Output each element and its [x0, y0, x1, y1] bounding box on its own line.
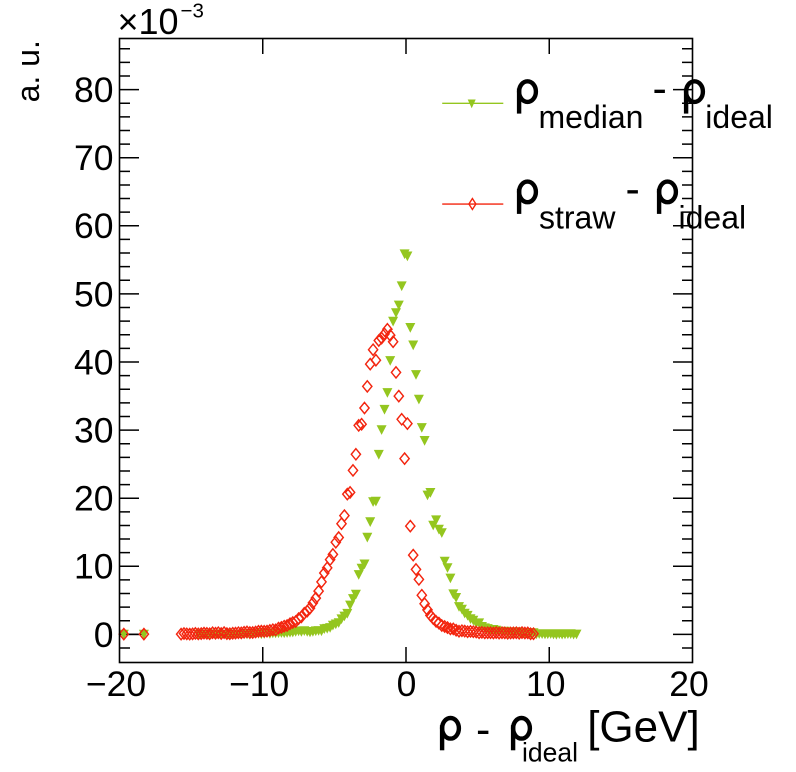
svg-text:−3: −3 [181, 0, 204, 22]
svg-text:-: - [626, 165, 640, 213]
svg-text:median: median [539, 99, 644, 135]
svg-text:70: 70 [74, 138, 114, 178]
svg-text:80: 80 [74, 70, 114, 110]
svg-text:straw: straw [539, 200, 616, 236]
svg-text:−20: −20 [86, 664, 146, 704]
svg-text:−10: −10 [229, 664, 289, 704]
svg-text:[GeV]: [GeV] [587, 702, 700, 751]
svg-text:50: 50 [74, 274, 114, 314]
svg-text:10: 10 [526, 664, 566, 704]
svg-text:60: 60 [74, 206, 114, 246]
svg-text:20: 20 [74, 479, 114, 519]
svg-text:20: 20 [669, 664, 709, 704]
svg-text:40: 40 [74, 342, 114, 382]
svg-text:a. u.: a. u. [10, 40, 46, 102]
svg-text:-: - [476, 706, 490, 754]
svg-text:10: 10 [74, 547, 114, 587]
svg-text:0: 0 [94, 615, 114, 655]
svg-text:×10: ×10 [118, 1, 179, 42]
svg-text:ideal: ideal [679, 200, 747, 236]
svg-text:ideal: ideal [705, 99, 773, 135]
svg-text:ideal: ideal [522, 738, 578, 768]
svg-text:0: 0 [397, 664, 417, 704]
svg-text:30: 30 [74, 411, 114, 451]
svg-text:-: - [653, 65, 667, 113]
